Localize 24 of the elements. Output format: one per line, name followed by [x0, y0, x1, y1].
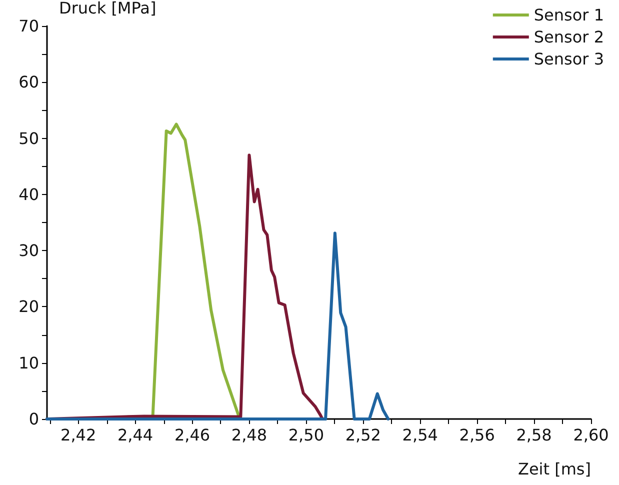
y-tick-label: 10	[18, 353, 39, 372]
x-tick-label: 2,50	[288, 426, 324, 444]
y-tick-label: 60	[18, 72, 39, 92]
y-tick-label: 0	[28, 410, 39, 428]
y-tick-label: 70	[18, 16, 39, 36]
y-axis-title: Druck [MPa]	[59, 0, 156, 18]
y-tick-label: 30	[18, 241, 39, 260]
line-series	[46, 232, 390, 420]
x-tick-label: 2,58	[516, 426, 552, 444]
y-tick-label: 50	[18, 128, 39, 148]
legend-label: Sensor 2	[534, 28, 604, 46]
x-tick-label: 2,48	[231, 426, 268, 444]
x-tick-label: 2,56	[459, 426, 495, 444]
x-tick-label: 2,52	[345, 426, 381, 444]
x-tick-label: 2,42	[60, 426, 96, 444]
x-tick-label: 2,46	[174, 426, 210, 444]
y-tick-label: 40	[18, 184, 39, 204]
x-tick-label: 2,44	[117, 426, 154, 444]
legend-label: Sensor 1	[534, 6, 604, 24]
x-axis-title: Zeit [ms]	[518, 460, 591, 478]
y-tick-label: 20	[18, 297, 39, 316]
x-tick-label: 2,54	[402, 426, 438, 444]
legend-label: Sensor 3	[534, 50, 604, 68]
x-tick-label: 2,60	[573, 426, 609, 444]
